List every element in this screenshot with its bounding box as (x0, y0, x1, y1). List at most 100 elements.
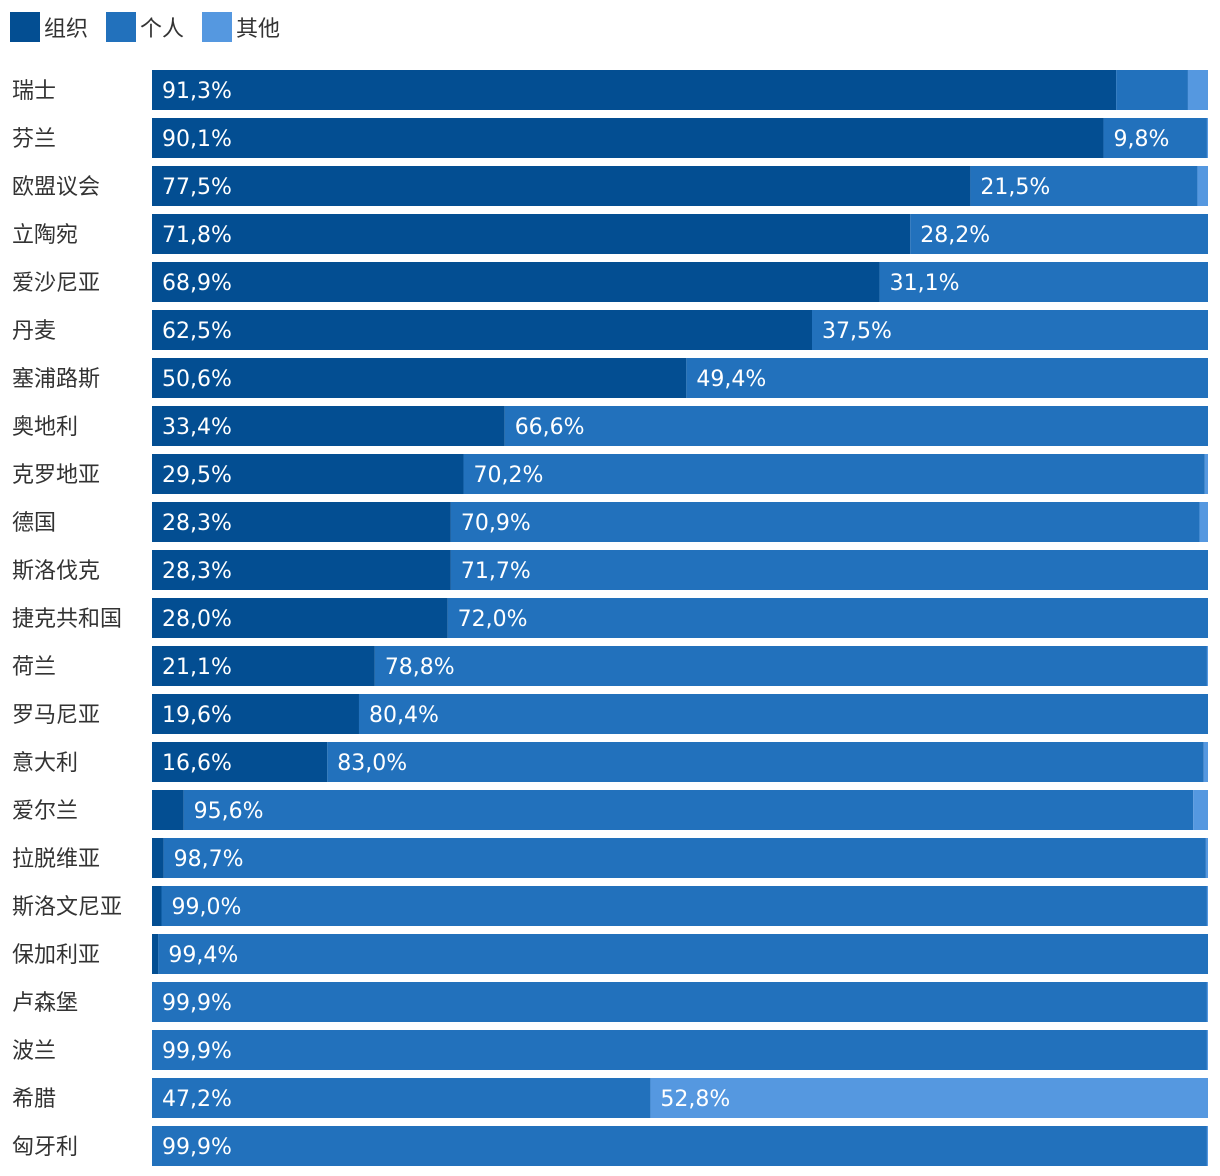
category-label: 匈牙利 (12, 1135, 78, 1160)
bar-segment-other (1203, 742, 1208, 782)
value-label: 91,3% (162, 79, 232, 104)
bar-segment-other (1205, 838, 1208, 878)
category-label: 希腊 (12, 1087, 56, 1112)
value-label: 78,8% (385, 655, 455, 680)
bar-segment-individual (1116, 70, 1188, 110)
category-label: 立陶宛 (12, 223, 78, 248)
bar-segment-individual (504, 406, 1208, 446)
value-label: 77,5% (162, 175, 232, 200)
value-label: 71,8% (162, 223, 232, 248)
category-label: 罗马尼亚 (12, 703, 100, 728)
category-label: 斯洛伐克 (12, 559, 100, 584)
bar-segment-individual (183, 790, 1194, 830)
bar-segment-individual (686, 358, 1208, 398)
bar-segment-org (152, 886, 162, 926)
category-label: 芬兰 (12, 127, 56, 152)
value-label: 19,6% (162, 703, 232, 728)
bar-segment-individual (970, 166, 1198, 206)
legend-label: 其他 (236, 17, 281, 42)
bar-segment-org (152, 550, 451, 590)
value-label: 98,7% (174, 847, 244, 872)
value-label: 50,6% (162, 367, 232, 392)
legend-swatch (106, 12, 137, 42)
bar-segment-individual (358, 694, 1209, 734)
value-label: 52,8% (660, 1087, 730, 1112)
legend-item: 其他 (202, 11, 280, 43)
value-label: 99,4% (168, 943, 238, 968)
bar-segment-org (152, 262, 880, 302)
bar-segment-individual (879, 262, 1208, 302)
value-label: 70,9% (461, 511, 531, 536)
value-label: 33,4% (162, 415, 232, 440)
category-label: 保加利亚 (12, 943, 100, 968)
legend-item: 个人 (106, 11, 184, 43)
value-label: 99,9% (162, 1135, 232, 1160)
legend-swatch (10, 12, 40, 42)
category-label: 爱尔兰 (12, 799, 78, 824)
bar-segment-org (152, 406, 505, 446)
value-label: 72,0% (458, 607, 528, 632)
bar-segment-other (1199, 502, 1208, 542)
value-label: 71,7% (461, 559, 531, 584)
legend-swatch (202, 12, 233, 42)
bar-segment-org (152, 742, 328, 782)
legend-label: 个人 (140, 17, 185, 42)
value-label: 28,3% (162, 511, 232, 536)
bar-segment-org (152, 70, 1117, 110)
value-label: 68,9% (162, 271, 232, 296)
bar-segment-individual (447, 598, 1208, 638)
value-label: 29,5% (162, 463, 232, 488)
bar-segment-individual (161, 886, 1207, 926)
bar-segment-individual (152, 1078, 651, 1118)
value-label: 83,0% (337, 751, 407, 776)
value-label: 49,4% (696, 367, 766, 392)
category-label: 奥地利 (12, 415, 78, 440)
value-label: 37,5% (822, 319, 892, 344)
bar-segment-org (152, 502, 451, 542)
bar-segment-org (152, 694, 359, 734)
category-label: 德国 (12, 511, 56, 536)
value-label: 21,5% (980, 175, 1050, 200)
bar-segment-individual (812, 310, 1208, 350)
bar-segment-individual (1103, 118, 1207, 158)
legend: 组织 个人 其他 (10, 10, 298, 44)
bar-segment-org (152, 214, 911, 254)
bar-segment-other (1206, 886, 1208, 926)
bar-segment-org (152, 310, 812, 350)
bar-segment-other (1206, 118, 1208, 158)
category-label: 卢森堡 (12, 991, 78, 1016)
bar-segment-other (1206, 1030, 1208, 1070)
bar-segment-other (1206, 982, 1208, 1022)
category-label: 拉脱维亚 (12, 847, 100, 872)
bar-segment-org (152, 934, 159, 974)
bar-segment-org (152, 838, 164, 878)
bar-segment-other (1206, 1126, 1208, 1166)
bar-segment-other (650, 1078, 1208, 1118)
value-label: 28,2% (920, 223, 990, 248)
category-label: 欧盟议会 (12, 175, 100, 200)
legend-label: 组织 (44, 17, 89, 42)
bar-segment-org (152, 598, 448, 638)
value-label: 95,6% (194, 799, 264, 824)
category-label: 爱沙尼亚 (12, 271, 100, 296)
value-label: 90,1% (162, 127, 232, 152)
value-label: 9,8% (1113, 127, 1169, 152)
bar-segment-org (152, 166, 971, 206)
value-label: 28,3% (162, 559, 232, 584)
bar-segment-other (1187, 70, 1208, 110)
value-label: 66,6% (515, 415, 585, 440)
bar-segment-org (152, 790, 184, 830)
bar-segment-individual (152, 1030, 1207, 1070)
bar-segment-individual (450, 550, 1209, 590)
category-label: 瑞士 (12, 79, 56, 104)
value-label: 21,1% (162, 655, 232, 680)
bar-segment-org (152, 118, 1104, 158)
category-label: 斯洛文尼亚 (12, 895, 122, 920)
bar-segment-individual (910, 214, 1208, 254)
bar-segment-other (1206, 646, 1208, 686)
bar-segment-individual (152, 1126, 1207, 1166)
value-label: 47,2% (162, 1087, 232, 1112)
bar-segment-individual (374, 646, 1207, 686)
category-label: 塞浦路斯 (12, 367, 100, 392)
